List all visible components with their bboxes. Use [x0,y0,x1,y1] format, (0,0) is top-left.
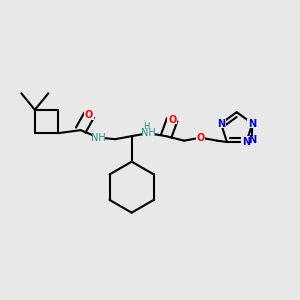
FancyBboxPatch shape [247,119,258,128]
Text: N: N [242,137,250,147]
FancyBboxPatch shape [241,137,252,147]
Text: NH: NH [141,128,155,139]
Text: O: O [85,110,93,120]
FancyBboxPatch shape [216,119,226,128]
Text: N: N [248,118,256,129]
FancyBboxPatch shape [247,136,258,144]
Text: NH: NH [91,133,106,143]
FancyBboxPatch shape [142,128,155,138]
Text: O: O [196,133,205,143]
Text: N: N [248,135,256,145]
FancyBboxPatch shape [167,115,177,124]
Text: H: H [143,122,150,131]
FancyBboxPatch shape [196,133,206,142]
FancyBboxPatch shape [92,133,105,142]
FancyBboxPatch shape [84,110,94,120]
Text: O: O [168,115,176,125]
Text: N: N [217,118,225,129]
